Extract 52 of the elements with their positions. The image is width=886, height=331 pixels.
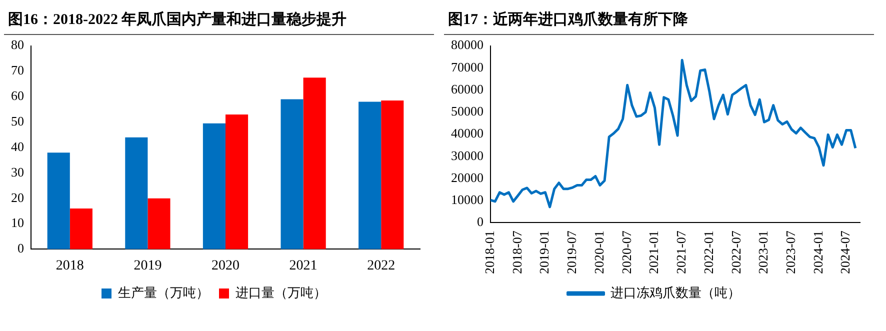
bar <box>70 208 92 250</box>
y-tick-label: 30 <box>11 164 24 180</box>
y-tick-label: 30000 <box>451 148 484 163</box>
x-tick-label: 2020-01 <box>591 230 606 274</box>
legend-label: 生产量（万吨） <box>118 284 209 300</box>
x-tick-label: 2022-07 <box>728 230 744 274</box>
y-tick-label: 0 <box>477 214 484 230</box>
y-tick-label: 80 <box>11 37 24 52</box>
x-tick-label: 2023-01 <box>756 230 771 274</box>
x-tick-label: 2019-01 <box>536 230 552 274</box>
bar <box>303 78 326 250</box>
legend-label: 进口冻鸡爪数量（吨） <box>610 284 740 300</box>
x-tick-label: 2021 <box>289 258 318 274</box>
x-tick-label: 2019 <box>134 258 162 274</box>
bar <box>280 99 304 250</box>
x-tick-label: 2023-07 <box>782 230 798 274</box>
y-tick-label: 40000 <box>451 126 484 141</box>
y-tick-label: 80000 <box>451 37 484 52</box>
bar <box>47 152 70 250</box>
y-tick-label: 60000 <box>451 81 484 96</box>
x-tick-label: 2024-07 <box>838 230 853 274</box>
y-tick-label: 20 <box>11 190 24 205</box>
y-tick-label: 50 <box>11 113 24 128</box>
x-tick-label: 2019-07 <box>564 230 580 274</box>
bar <box>226 114 248 250</box>
y-tick-label: 60 <box>11 88 24 104</box>
bar <box>202 123 226 250</box>
y-tick-label: 10 <box>11 215 24 230</box>
x-tick-label: 2021-01 <box>646 230 662 274</box>
x-tick-label: 2021-07 <box>674 230 689 274</box>
bar <box>381 100 404 250</box>
legend-label: 进口量（万吨） <box>236 284 326 300</box>
x-tick-label: 2018-01 <box>482 230 497 274</box>
bar <box>125 137 148 250</box>
x-tick-label: 2018-07 <box>509 230 524 274</box>
bar <box>148 198 170 250</box>
y-tick-label: 50000 <box>451 104 484 119</box>
y-tick-label: 10000 <box>451 192 484 207</box>
y-tick-label: 70 <box>11 62 24 78</box>
x-tick-label: 2022-01 <box>700 230 716 274</box>
x-tick-label: 2022 <box>367 258 396 274</box>
chart-title: 图16：2018-2022 年凤爪国内产量和进口量稳步提升 <box>4 6 434 35</box>
y-tick-label: 70000 <box>451 59 484 74</box>
y-tick-label: 20000 <box>451 170 484 185</box>
x-tick-label: 2018 <box>56 258 84 274</box>
x-tick-label: 2020-07 <box>618 230 634 274</box>
bar <box>358 102 382 250</box>
x-tick-label: 2020 <box>212 258 240 274</box>
y-tick-label: 40 <box>11 138 24 154</box>
x-tick-label: 2024-01 <box>810 230 826 274</box>
y-tick-label: 0 <box>18 240 24 256</box>
chart-title: 图17：近两年进口鸡爪数量有所下降 <box>444 6 874 35</box>
